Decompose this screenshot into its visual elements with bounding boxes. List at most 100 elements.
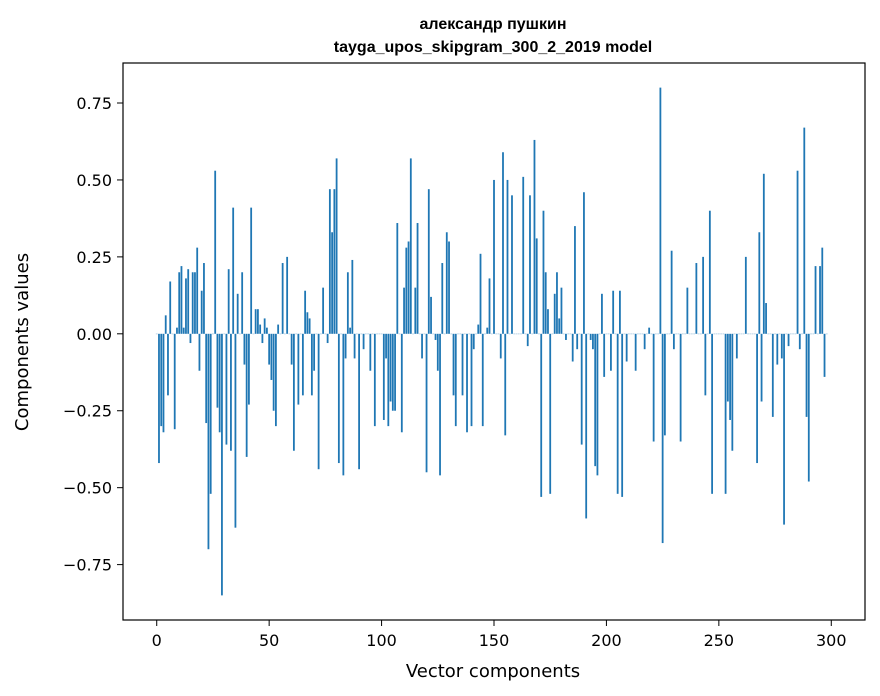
bar-293 (814, 266, 817, 334)
bar-105 (391, 333, 394, 411)
x-tick-label: 100 (366, 631, 397, 650)
x-tick-label: 300 (816, 631, 847, 650)
bar-26 (214, 170, 217, 334)
bar-85 (346, 272, 349, 334)
bar-258 (735, 333, 738, 359)
bar-56 (281, 263, 284, 334)
bar-140 (470, 333, 473, 427)
bar-268 (758, 232, 761, 334)
bar-195 (594, 333, 597, 467)
bar-132 (452, 333, 455, 396)
bar-274 (771, 333, 774, 417)
y-tick-label: 0.00 (76, 325, 112, 344)
bar-253 (724, 333, 727, 494)
bar-86 (349, 327, 351, 334)
x-tick-label: 50 (259, 631, 279, 650)
bar-289 (805, 333, 808, 417)
bar-158 (511, 195, 513, 334)
bar-121 (427, 189, 430, 334)
bar-193 (589, 333, 592, 340)
chart-title-line1: александр пушкин (420, 16, 567, 33)
bar-16 (191, 272, 194, 334)
bar-72 (317, 333, 320, 470)
bar-182 (565, 333, 567, 340)
bar-175 (549, 333, 552, 494)
bar-285 (796, 170, 799, 334)
bar-88 (353, 333, 356, 359)
bar-163 (522, 176, 525, 334)
y-axis-ticks: −0.75 −0.50 −0.25 0.00 0.25 0.50 0.75 (63, 94, 123, 575)
x-tick-label: 200 (591, 631, 622, 650)
bar-40 (245, 333, 248, 457)
bar-217 (643, 333, 646, 350)
bar-47 (261, 333, 264, 344)
bar-52 (272, 333, 275, 411)
x-tick-label: 250 (704, 631, 735, 650)
bar-29 (221, 333, 223, 596)
bar-45 (257, 309, 259, 334)
bar-148 (488, 278, 491, 334)
bar-168 (533, 139, 536, 334)
bar-155 (504, 333, 507, 436)
bar-130 (448, 241, 450, 334)
bar-224 (659, 87, 662, 334)
bar-60 (290, 333, 293, 365)
bar-185 (571, 333, 574, 362)
bar-270 (762, 173, 765, 334)
bar-36 (236, 293, 239, 334)
bar-112 (407, 241, 410, 334)
bar-166 (529, 195, 531, 334)
bar-297 (823, 333, 826, 377)
bar-171 (540, 333, 543, 497)
bar-138 (466, 333, 468, 433)
bar-95 (369, 333, 372, 371)
bar-243 (702, 256, 705, 334)
x-tick-label: 0 (152, 631, 162, 650)
bar-58 (286, 256, 289, 334)
bar-84 (344, 333, 347, 359)
bar-177 (553, 293, 556, 334)
bar-267 (756, 333, 758, 464)
bar-153 (499, 333, 502, 359)
bar-290 (807, 333, 810, 482)
bar-80 (335, 158, 338, 334)
bar-61 (292, 333, 295, 451)
bar-97 (373, 333, 376, 427)
bar-107 (396, 223, 399, 334)
bar-191 (585, 333, 588, 519)
bar-68 (308, 318, 311, 334)
bar-54 (277, 324, 280, 334)
bar-233 (679, 333, 682, 442)
bar-190 (583, 192, 585, 334)
bar-125 (436, 333, 439, 371)
bar-225 (661, 333, 664, 544)
bar-2 (160, 333, 163, 427)
bar-27 (216, 333, 219, 408)
bar-39 (243, 333, 246, 365)
bar-35 (234, 333, 237, 528)
x-tick-label: 150 (479, 631, 510, 650)
bar-46 (259, 324, 262, 334)
bar-127 (441, 263, 444, 334)
bar-49 (266, 327, 268, 334)
bar-286 (798, 333, 801, 350)
y-tick-label: −0.75 (63, 556, 112, 575)
bar-12 (182, 327, 185, 334)
bar-83 (342, 333, 345, 476)
bar-87 (351, 259, 354, 334)
bar-63 (297, 333, 300, 405)
bar-256 (731, 333, 734, 451)
bar-178 (556, 272, 558, 334)
bar-199 (603, 333, 606, 377)
bar-15 (189, 333, 192, 344)
bar-22 (205, 333, 208, 424)
bar-173 (544, 272, 547, 334)
bar-236 (686, 287, 689, 334)
bar-147 (486, 327, 489, 334)
bar-79 (333, 189, 336, 334)
bar-156 (506, 179, 509, 334)
bar-76 (326, 333, 329, 344)
bar-33 (230, 333, 232, 451)
bar-229 (670, 250, 673, 334)
bar-103 (387, 333, 390, 427)
